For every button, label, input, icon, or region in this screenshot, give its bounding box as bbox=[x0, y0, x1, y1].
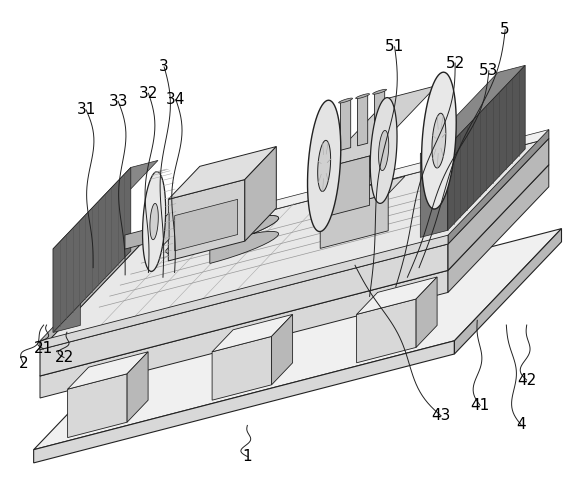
Polygon shape bbox=[448, 139, 549, 271]
Polygon shape bbox=[432, 113, 446, 168]
Polygon shape bbox=[357, 95, 368, 146]
Polygon shape bbox=[357, 299, 416, 363]
Polygon shape bbox=[272, 315, 293, 385]
Polygon shape bbox=[322, 156, 370, 217]
Text: 33: 33 bbox=[108, 94, 128, 109]
Text: 3: 3 bbox=[159, 59, 169, 75]
Polygon shape bbox=[34, 341, 455, 463]
Polygon shape bbox=[322, 86, 437, 168]
Text: 43: 43 bbox=[431, 408, 451, 424]
Polygon shape bbox=[68, 374, 127, 437]
Polygon shape bbox=[448, 130, 549, 244]
Polygon shape bbox=[212, 337, 272, 400]
Polygon shape bbox=[320, 176, 405, 211]
Polygon shape bbox=[340, 99, 351, 150]
Text: 32: 32 bbox=[139, 86, 158, 101]
Polygon shape bbox=[150, 204, 158, 239]
Polygon shape bbox=[53, 167, 131, 332]
Polygon shape bbox=[210, 216, 279, 263]
Polygon shape bbox=[143, 172, 166, 272]
Polygon shape bbox=[372, 89, 386, 94]
Text: 42: 42 bbox=[517, 372, 537, 388]
Polygon shape bbox=[416, 277, 437, 348]
Polygon shape bbox=[370, 98, 397, 203]
Polygon shape bbox=[40, 235, 141, 349]
Polygon shape bbox=[34, 228, 562, 450]
Text: 22: 22 bbox=[54, 350, 74, 365]
Polygon shape bbox=[356, 94, 370, 98]
Polygon shape bbox=[420, 65, 525, 154]
Polygon shape bbox=[168, 180, 245, 261]
Text: 2: 2 bbox=[19, 356, 28, 371]
Polygon shape bbox=[448, 165, 549, 293]
Polygon shape bbox=[40, 244, 448, 376]
Polygon shape bbox=[339, 98, 353, 103]
Polygon shape bbox=[245, 147, 276, 241]
Text: 41: 41 bbox=[470, 398, 490, 413]
Polygon shape bbox=[378, 130, 389, 171]
Polygon shape bbox=[320, 194, 388, 249]
Polygon shape bbox=[175, 199, 237, 251]
Polygon shape bbox=[40, 165, 549, 376]
Text: 52: 52 bbox=[445, 55, 465, 71]
Polygon shape bbox=[166, 216, 279, 254]
Text: 21: 21 bbox=[34, 341, 54, 357]
Text: 34: 34 bbox=[166, 92, 186, 107]
Polygon shape bbox=[307, 100, 341, 231]
Polygon shape bbox=[68, 352, 148, 389]
Polygon shape bbox=[141, 130, 549, 244]
Text: 5: 5 bbox=[501, 22, 510, 37]
Polygon shape bbox=[318, 141, 331, 191]
Polygon shape bbox=[448, 65, 525, 230]
Polygon shape bbox=[421, 72, 456, 209]
Polygon shape bbox=[151, 219, 163, 249]
Polygon shape bbox=[53, 161, 158, 249]
Text: 4: 4 bbox=[516, 417, 526, 432]
Polygon shape bbox=[212, 315, 293, 352]
Text: 53: 53 bbox=[479, 63, 499, 78]
Text: 31: 31 bbox=[76, 102, 96, 118]
Text: 51: 51 bbox=[385, 39, 404, 54]
Polygon shape bbox=[163, 213, 169, 245]
Polygon shape bbox=[420, 147, 448, 238]
Polygon shape bbox=[125, 224, 168, 249]
Polygon shape bbox=[40, 235, 448, 349]
Polygon shape bbox=[40, 271, 448, 398]
Polygon shape bbox=[168, 147, 276, 199]
Polygon shape bbox=[455, 228, 562, 354]
Polygon shape bbox=[53, 242, 80, 332]
Polygon shape bbox=[357, 277, 437, 315]
Polygon shape bbox=[374, 90, 385, 141]
Polygon shape bbox=[127, 352, 148, 422]
Polygon shape bbox=[40, 139, 549, 349]
Text: 1: 1 bbox=[243, 449, 252, 464]
